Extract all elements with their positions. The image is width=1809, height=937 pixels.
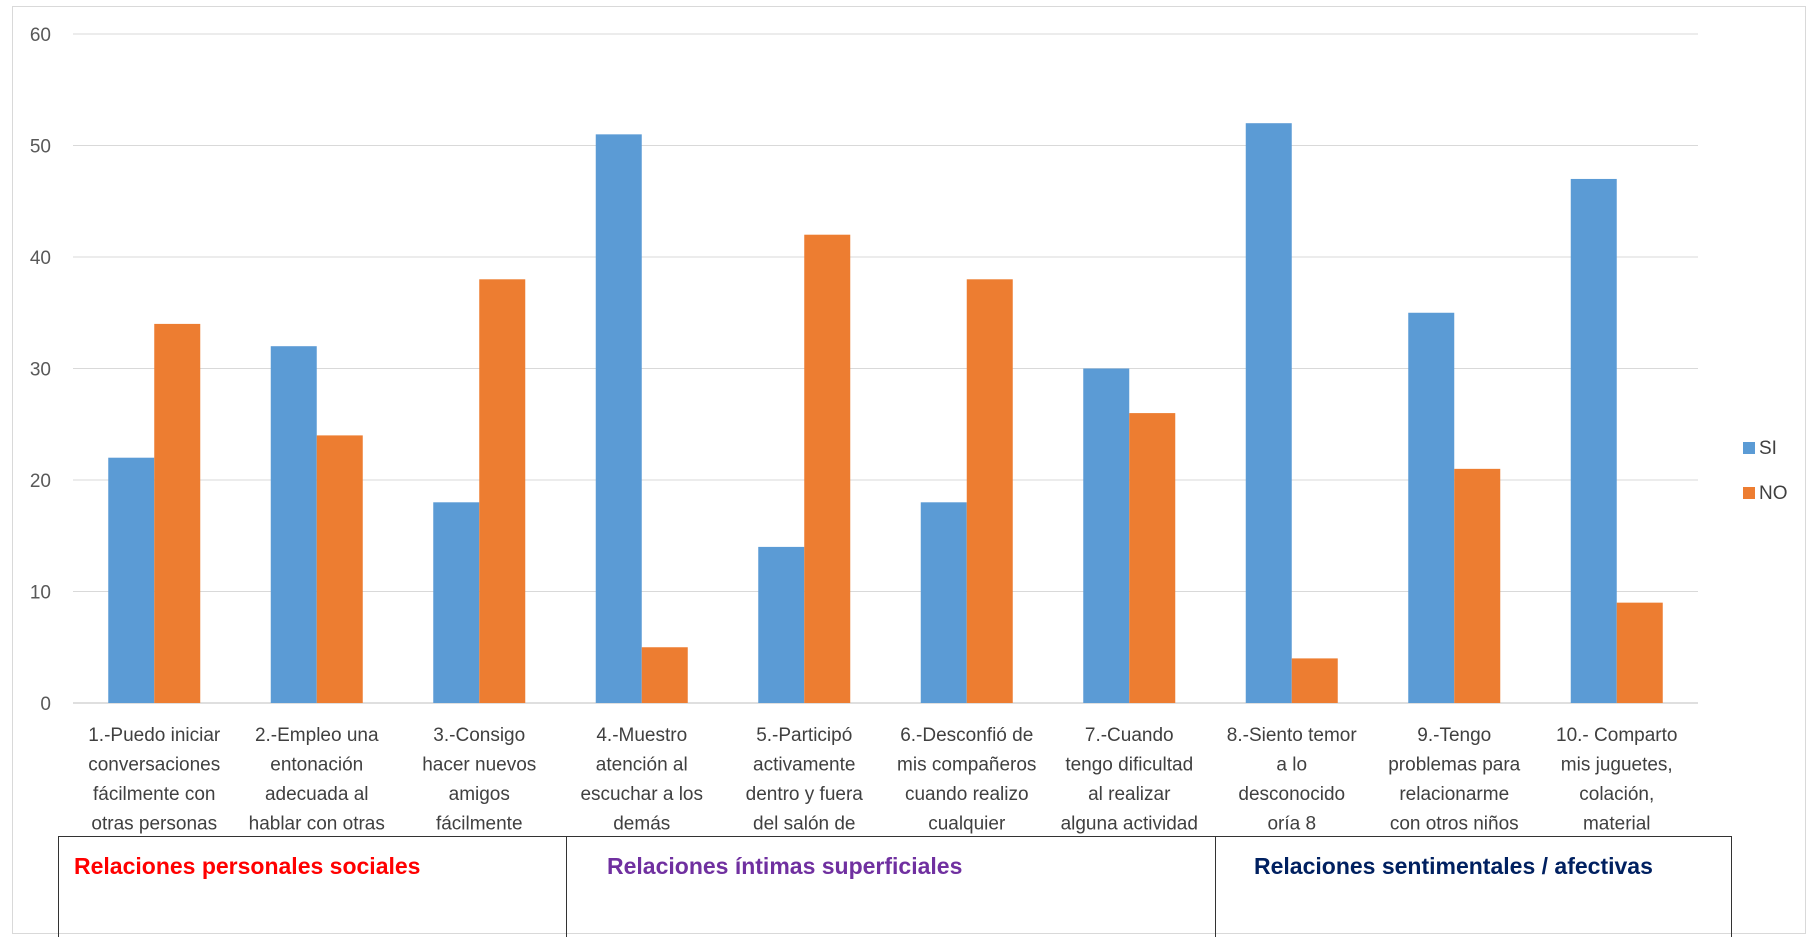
group-label-intimas: Relaciones íntimas superficiales bbox=[607, 853, 963, 879]
x-tick-label: oría 8 bbox=[1267, 814, 1316, 835]
x-tick-label: con otros niños bbox=[1390, 814, 1519, 835]
x-tick-label: al realizar bbox=[1088, 784, 1171, 805]
x-tick-label: 5.-Participó bbox=[756, 725, 852, 746]
x-tick-label: 3.-Consigo bbox=[433, 725, 525, 746]
x-tick-label: relacionarme bbox=[1399, 784, 1509, 805]
bar-si bbox=[1245, 123, 1292, 703]
x-tick-label: adecuada al bbox=[265, 784, 369, 805]
y-tick-label: 30 bbox=[30, 360, 51, 381]
x-tick-label: alguna actividad bbox=[1061, 814, 1198, 835]
x-tick-label: dentro y fuera bbox=[746, 784, 864, 805]
x-tick-label: atención al bbox=[596, 755, 688, 776]
x-tick-label: mis compañeros bbox=[897, 755, 1036, 776]
bar-si bbox=[433, 502, 480, 703]
group-cell-personales: Relaciones personales sociales bbox=[59, 837, 567, 937]
x-tick-label: demás bbox=[613, 814, 670, 835]
legend-swatch-no bbox=[1743, 487, 1755, 499]
group-label-sentimentales: Relaciones sentimentales / afectivas bbox=[1254, 853, 1653, 879]
x-tick-label: cualquier bbox=[928, 814, 1006, 835]
legend-label-no: NO bbox=[1759, 483, 1788, 504]
x-tick-label: conversaciones bbox=[88, 755, 220, 776]
x-tick-label: 9.-Tengo bbox=[1417, 725, 1491, 746]
x-tick-label: mis juguetes, bbox=[1561, 755, 1673, 776]
y-tick-label: 50 bbox=[30, 137, 51, 158]
bar-si bbox=[1570, 178, 1617, 703]
x-tick-label: fácilmente bbox=[436, 814, 523, 835]
bar-si bbox=[595, 134, 642, 704]
bar-no bbox=[1129, 413, 1176, 703]
x-tick-label: otras personas bbox=[91, 814, 217, 835]
x-tick-label: 7.-Cuando bbox=[1085, 725, 1174, 746]
x-tick-label: desconocido bbox=[1238, 784, 1345, 805]
y-tick-label: 40 bbox=[30, 248, 51, 269]
x-tick-label: hacer nuevos bbox=[422, 755, 536, 776]
x-tick-label: amigos bbox=[449, 784, 510, 805]
x-tick-label: cuando realizo bbox=[905, 784, 1029, 805]
x-tick-label: 10.- Comparto bbox=[1556, 725, 1677, 746]
bar-si bbox=[108, 457, 155, 703]
bar-si bbox=[270, 346, 317, 703]
legend-label-si: SI bbox=[1759, 438, 1777, 459]
bar-no bbox=[966, 279, 1013, 703]
bar-si bbox=[1083, 368, 1130, 703]
y-tick-label: 20 bbox=[30, 471, 51, 492]
bar-no bbox=[1454, 468, 1501, 703]
bar-no bbox=[1291, 658, 1338, 703]
x-tick-label: colación, bbox=[1579, 784, 1654, 805]
bar-no bbox=[479, 279, 526, 703]
group-cell-sentimentales: Relaciones sentimentales / afectivas bbox=[1216, 837, 1731, 937]
bar-si bbox=[758, 546, 805, 703]
y-tick-label: 10 bbox=[30, 583, 51, 604]
x-tick-label: 8.-Siento temor bbox=[1227, 725, 1358, 746]
chart-frame bbox=[12, 6, 1806, 934]
x-tick-label: 6.-Desconfió de bbox=[900, 725, 1033, 746]
group-table: Relaciones personales sociales Relacione… bbox=[58, 836, 1732, 937]
bar-no bbox=[804, 234, 851, 703]
x-tick-label: 2.-Empleo una bbox=[255, 725, 379, 746]
bar-no bbox=[1616, 602, 1663, 703]
x-tick-label: a lo bbox=[1276, 755, 1307, 776]
bar-no bbox=[154, 323, 201, 703]
x-tick-label: 1.-Puedo iniciar bbox=[88, 725, 221, 746]
x-tick-label: activamente bbox=[753, 755, 855, 776]
x-tick-label: tengo dificultad bbox=[1065, 755, 1193, 776]
x-tick-label: problemas para bbox=[1388, 755, 1520, 776]
x-tick-label: material bbox=[1583, 814, 1651, 835]
y-tick-label: 0 bbox=[40, 694, 51, 715]
x-tick-label: fácilmente con bbox=[93, 784, 216, 805]
bar-si bbox=[920, 502, 967, 703]
bar-no bbox=[316, 435, 363, 703]
x-tick-label: hablar con otras bbox=[249, 814, 385, 835]
group-label-personales: Relaciones personales sociales bbox=[74, 853, 421, 879]
bar-si bbox=[1408, 312, 1455, 703]
x-tick-label: entonación bbox=[270, 755, 363, 776]
x-tick-label: escuchar a los bbox=[580, 784, 703, 805]
group-cell-intimas: Relaciones íntimas superficiales bbox=[567, 837, 1216, 937]
bar-no bbox=[641, 647, 688, 703]
legend-swatch-si bbox=[1743, 442, 1755, 454]
y-tick-label: 60 bbox=[30, 25, 51, 46]
x-tick-label: del salón de bbox=[753, 814, 855, 835]
x-tick-label: 4.-Muestro bbox=[596, 725, 687, 746]
